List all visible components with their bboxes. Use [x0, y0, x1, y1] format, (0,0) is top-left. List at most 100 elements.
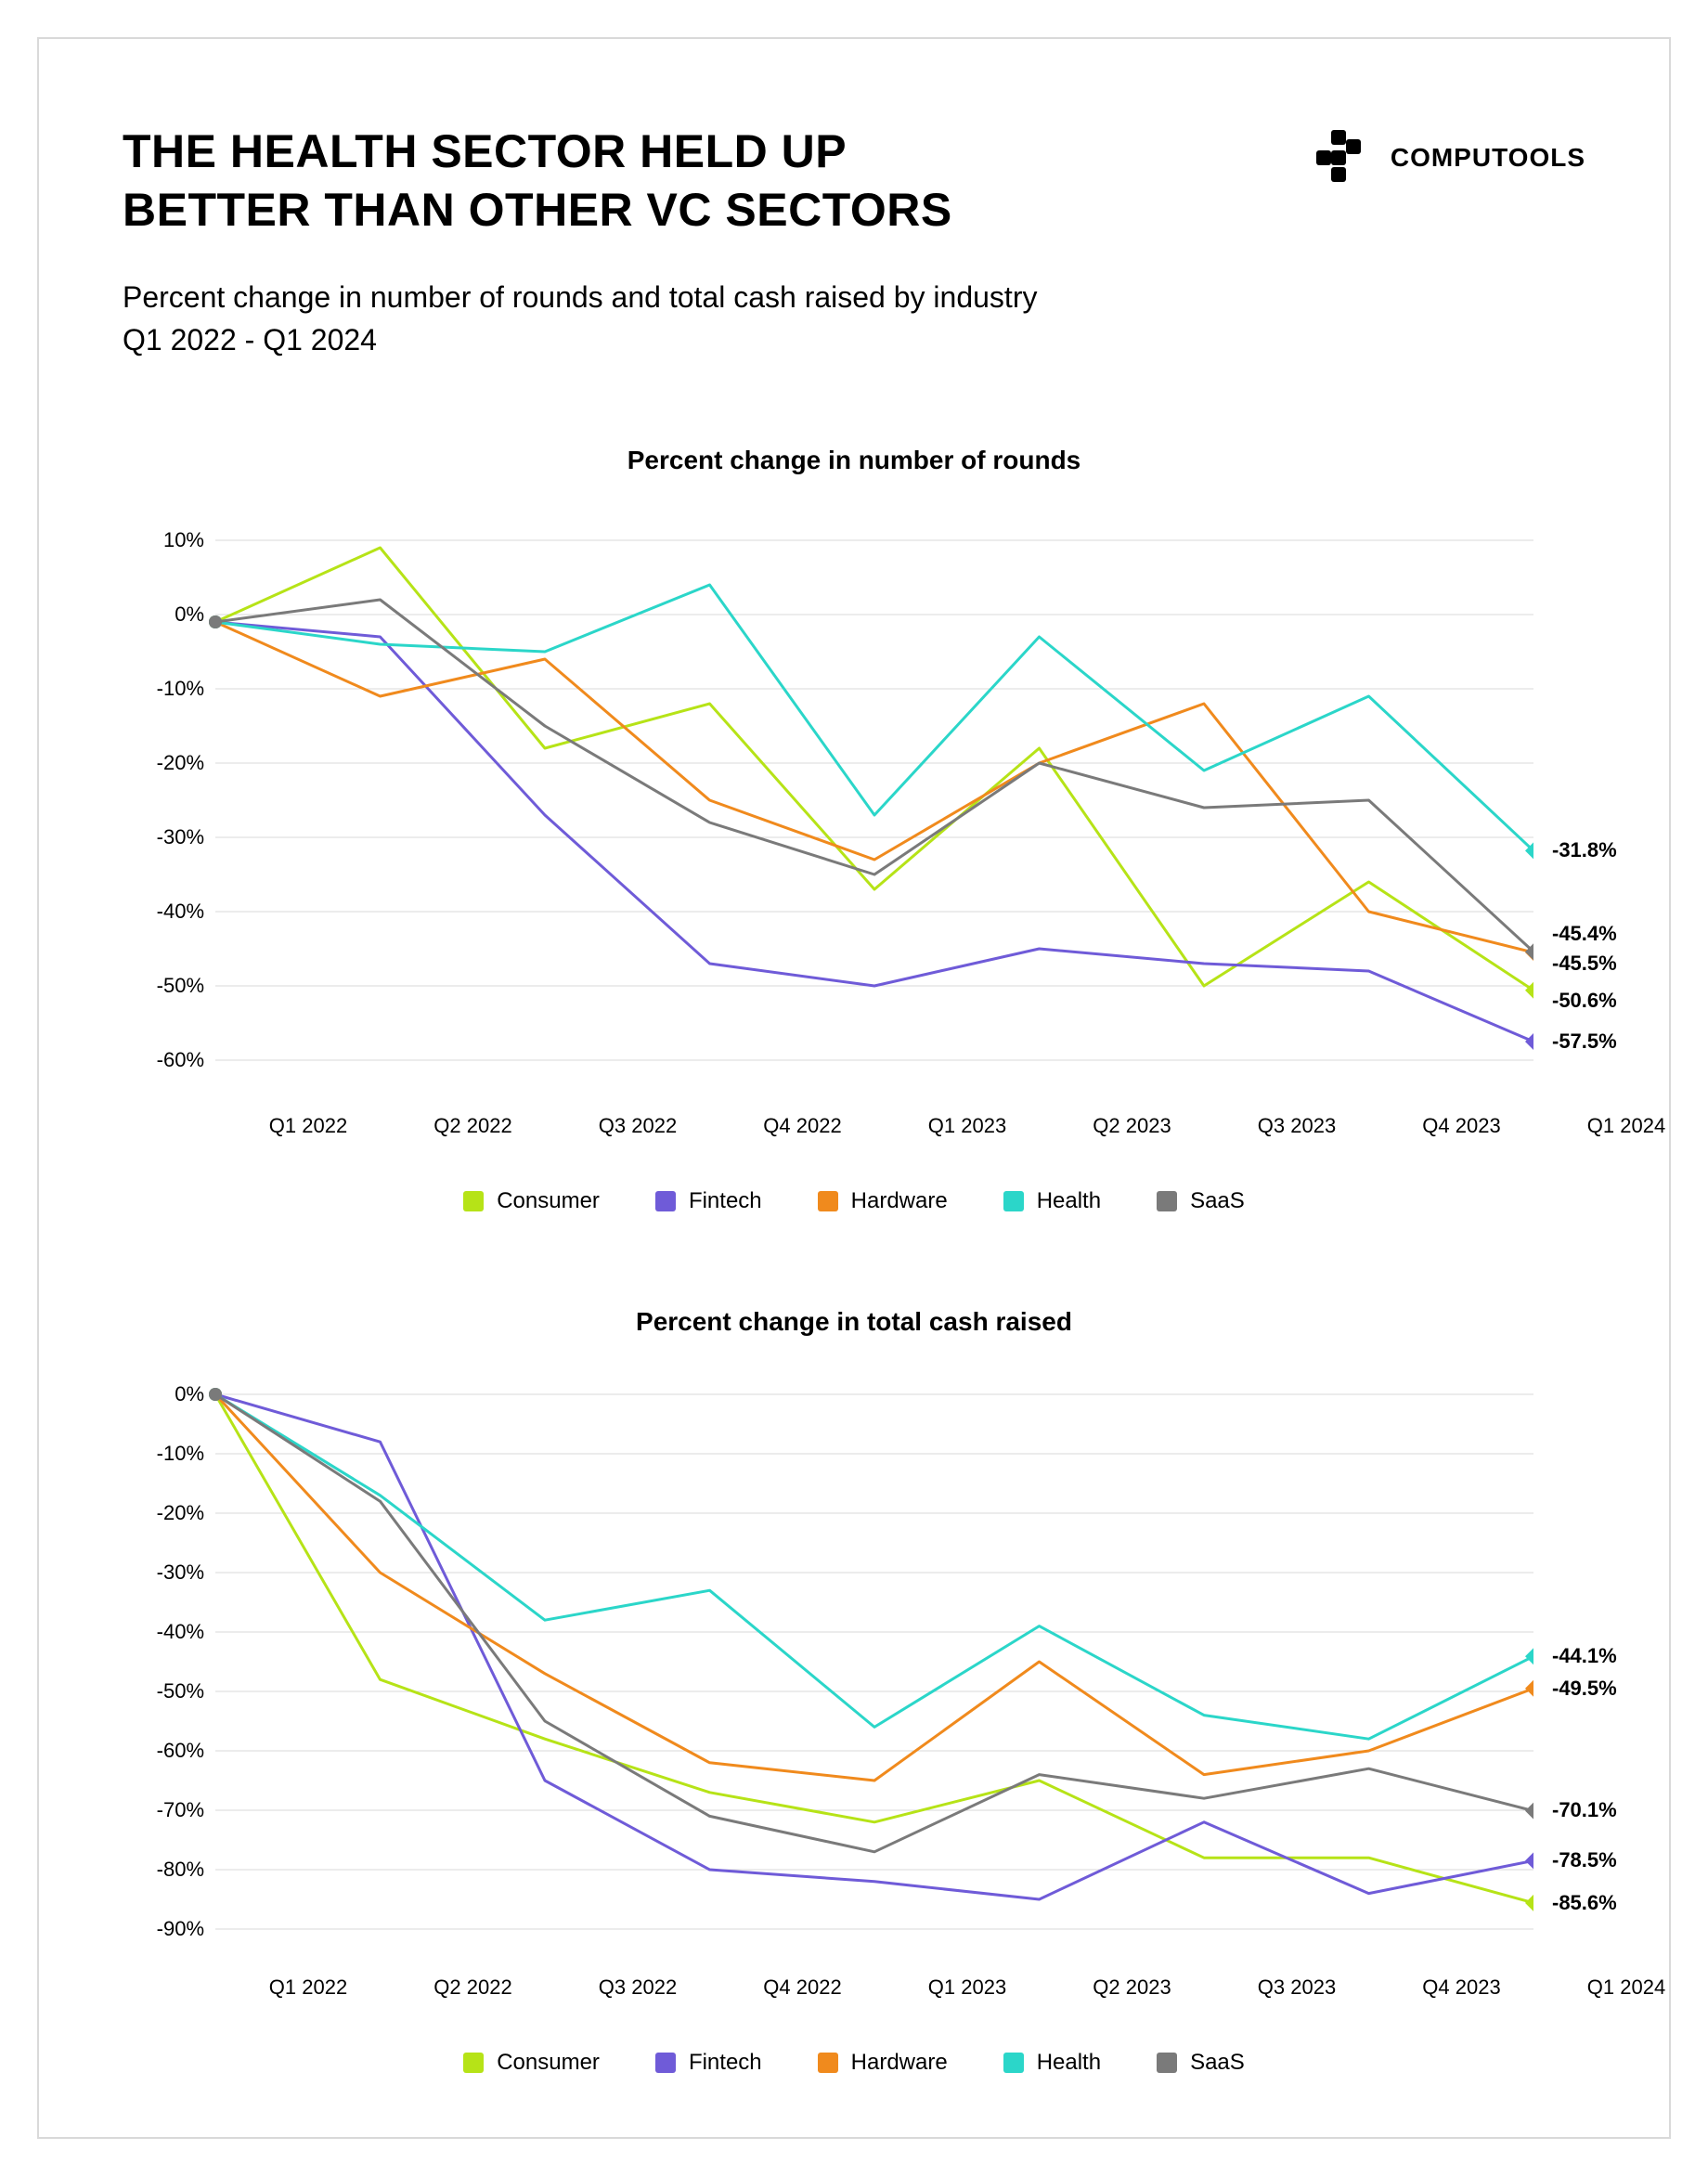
x-tick-label: Q2 2022	[433, 1114, 511, 1138]
cash-line-saas	[215, 1394, 1533, 1852]
legend-label-saas: SaaS	[1190, 1188, 1245, 1214]
y-tick-label: 0%	[175, 602, 204, 627]
legend-item-fintech: Fintech	[655, 2050, 762, 2076]
legend-item-saas: SaaS	[1157, 2050, 1245, 2076]
legend-label-health: Health	[1037, 1188, 1101, 1214]
cash-line-fintech	[215, 1394, 1533, 1899]
y-tick-label: -30%	[157, 825, 204, 849]
y-tick-label: -40%	[157, 1620, 204, 1644]
chart-rounds: Percent change in number of rounds 10% 0%…	[123, 446, 1585, 1214]
legend-swatch-consumer	[463, 2053, 484, 2073]
legend-swatch-fintech	[655, 1191, 676, 1211]
page-subtitle: Percent change in number of rounds and t…	[123, 276, 1585, 362]
chart-rounds-outer: 10%0%-10%-20%-30%-40%-50%-60% -31.8%-45.…	[123, 503, 1585, 1097]
y-tick-label: -40%	[157, 900, 204, 924]
x-tick-label: Q1 2023	[928, 1114, 1006, 1138]
subtitle-line-2: Q1 2022 - Q1 2024	[123, 323, 377, 356]
rounds-end-marker-fintech	[1525, 1033, 1533, 1050]
end-value-label-saas: -45.4%	[1552, 922, 1617, 946]
y-tick-label: -10%	[157, 1442, 204, 1466]
legend-item-health: Health	[1003, 2050, 1101, 2076]
end-value-label-health: -44.1%	[1552, 1644, 1617, 1668]
x-tick-label: Q4 2022	[763, 1114, 841, 1138]
legend-label-hardware: Hardware	[851, 2050, 948, 2076]
chart-rounds-yaxis: 10%0%-10%-20%-30%-40%-50%-60%	[123, 503, 215, 1097]
legend-label-hardware: Hardware	[851, 1188, 948, 1214]
page-title: THE HEALTH SECTOR HELD UP BETTER THAN OT…	[123, 123, 952, 239]
y-tick-label: -70%	[157, 1798, 204, 1822]
chart-cash-yaxis: 0%-10%-20%-30%-40%-50%-60%-70%-80%-90%	[123, 1365, 215, 1959]
chart-rounds-svg	[123, 503, 1533, 1097]
legend-item-consumer: Consumer	[463, 2050, 600, 2076]
y-tick-label: -20%	[157, 1501, 204, 1525]
legend-item-hardware: Hardware	[818, 1188, 948, 1214]
y-tick-label: -60%	[157, 1048, 204, 1072]
legend-item-saas: SaaS	[1157, 1188, 1245, 1214]
y-tick-label: -60%	[157, 1739, 204, 1763]
end-value-label-fintech: -57.5%	[1552, 1030, 1617, 1054]
y-tick-label: -50%	[157, 1679, 204, 1703]
x-tick-label: Q4 2023	[1422, 1114, 1500, 1138]
x-tick-label: Q1 2022	[269, 1114, 347, 1138]
end-value-label-hardware: -45.5%	[1552, 952, 1617, 976]
cash-end-marker-saas	[1525, 1802, 1533, 1819]
chart-cash-end-labels: -44.1%-49.5%-70.1%-78.5%-85.6%	[1533, 1365, 1585, 1959]
y-tick-label: -30%	[157, 1561, 204, 1585]
chart-rounds-end-labels: -31.8%-45.4%-45.5%-50.6%-57.5%	[1533, 503, 1585, 1097]
x-tick-label: Q2 2022	[433, 1975, 511, 2000]
chart-cash: Percent change in total cash raised 0% -1…	[123, 1307, 1585, 2076]
legend-item-health: Health	[1003, 1188, 1101, 1214]
legend-label-saas: SaaS	[1190, 2050, 1245, 2076]
computools-icon	[1311, 130, 1376, 186]
cash-end-marker-health	[1525, 1648, 1533, 1664]
legend-swatch-saas	[1157, 2053, 1177, 2073]
x-tick-label: Q4 2022	[763, 1975, 841, 2000]
y-tick-label: 0%	[175, 1382, 204, 1406]
cash-end-marker-hardware	[1525, 1680, 1533, 1697]
rounds-line-fintech	[215, 622, 1533, 1042]
legend-item-hardware: Hardware	[818, 2050, 948, 2076]
x-tick-label: Q1 2024	[1587, 1975, 1665, 2000]
cash-line-hardware	[215, 1394, 1533, 1781]
subtitle-line-1: Percent change in number of rounds and t…	[123, 280, 1037, 314]
x-tick-label: Q1 2024	[1587, 1114, 1665, 1138]
x-tick-label: Q1 2022	[269, 1975, 347, 2000]
end-value-label-saas: -70.1%	[1552, 1798, 1617, 1822]
chart-cash-plot: 0%-10%-20%-30%-40%-50%-60%-70%-80%-90%	[123, 1365, 1533, 1959]
legend-label-consumer: Consumer	[497, 1188, 600, 1214]
x-tick-label: Q3 2022	[599, 1975, 677, 2000]
x-tick-label: Q3 2023	[1258, 1975, 1336, 2000]
chart-rounds-legend: Consumer Fintech Hardware Health SaaS	[123, 1188, 1585, 1214]
y-tick-label: -20%	[157, 751, 204, 775]
legend-swatch-saas	[1157, 1191, 1177, 1211]
cash-line-consumer	[215, 1394, 1533, 1903]
chart-rounds-title: Percent change in number of rounds	[123, 446, 1585, 475]
chart-cash-outer: 0%-10%-20%-30%-40%-50%-60%-70%-80%-90% -…	[123, 1365, 1585, 1959]
y-tick-label: 10%	[163, 528, 204, 552]
x-tick-label: Q3 2023	[1258, 1114, 1336, 1138]
legend-label-consumer: Consumer	[497, 2050, 600, 2076]
chart-cash-svg	[123, 1365, 1533, 1959]
title-line-1: THE HEALTH SECTOR HELD UP	[123, 125, 847, 177]
legend-swatch-hardware	[818, 1191, 838, 1211]
end-value-label-hardware: -49.5%	[1552, 1677, 1617, 1701]
end-value-label-health: -31.8%	[1552, 838, 1617, 862]
header-row: THE HEALTH SECTOR HELD UP BETTER THAN OT…	[123, 123, 1585, 239]
brand-name: COMPUTOOLS	[1391, 143, 1585, 173]
brand-logo: COMPUTOOLS	[1311, 130, 1585, 186]
cash-line-health	[215, 1394, 1533, 1739]
end-value-label-consumer: -85.6%	[1552, 1891, 1617, 1915]
legend-label-health: Health	[1037, 2050, 1101, 2076]
end-value-label-fintech: -78.5%	[1552, 1848, 1617, 1872]
legend-swatch-consumer	[463, 1191, 484, 1211]
rounds-line-saas	[215, 600, 1533, 952]
legend-swatch-fintech	[655, 2053, 676, 2073]
y-tick-label: -80%	[157, 1858, 204, 1882]
legend-swatch-health	[1003, 2053, 1024, 2073]
chart-cash-title: Percent change in total cash raised	[123, 1307, 1585, 1337]
y-tick-label: -10%	[157, 677, 204, 701]
x-tick-label: Q1 2023	[928, 1975, 1006, 2000]
x-tick-label: Q4 2023	[1422, 1975, 1500, 2000]
legend-label-fintech: Fintech	[689, 1188, 762, 1214]
chart-rounds-plot: 10%0%-10%-20%-30%-40%-50%-60%	[123, 503, 1533, 1097]
